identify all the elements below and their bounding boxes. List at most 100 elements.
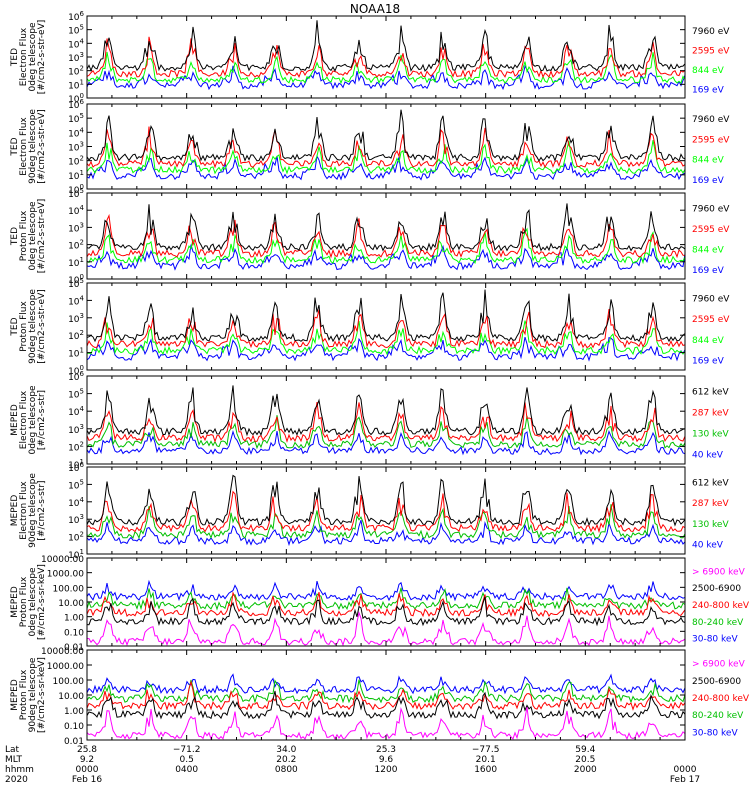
- y-axis-label-line: 0deg telescope: [28, 201, 38, 271]
- legend-entry: 7960 eV: [692, 115, 730, 125]
- series-line-30-80-kev: [87, 579, 685, 602]
- x-axis-value: 20.5: [575, 755, 595, 765]
- y-tick-label: 103: [68, 221, 84, 234]
- y-tick-label: 102: [68, 329, 84, 342]
- x-axis-value: 0400: [175, 765, 198, 775]
- y-tick-label: 104: [68, 126, 84, 139]
- x-axis-value: 1200: [375, 765, 398, 775]
- series-line-80-240-kev: [87, 679, 685, 704]
- legend: > 6900 keV 2500-6900 240-800 keV 80-240 keV…: [692, 660, 750, 739]
- legend: 7960 eV 2595 eV 844 eV 169 eV: [692, 204, 730, 276]
- y-tick-label: 101: [68, 169, 84, 182]
- legend-entry: 844 eV: [692, 66, 725, 76]
- series-line-612-kev: [87, 385, 685, 437]
- panel-6-traces: [87, 474, 685, 547]
- y-tick-label: 1000.00: [47, 570, 84, 580]
- y-axis-label-line: [#/cm2-s-str-eV]: [37, 199, 47, 274]
- series-line-169-ev: [87, 336, 685, 362]
- legend-entry: 130 keV: [692, 520, 729, 530]
- y-axis-label-line: MEPED: [10, 679, 20, 711]
- series-line-130-kev: [87, 504, 685, 540]
- series-line-844-ev: [87, 320, 685, 356]
- y-tick-label: 102: [68, 155, 84, 168]
- y-tick-label: 103: [68, 141, 84, 154]
- y-tick-label: 103: [68, 312, 84, 325]
- legend: 612 keV 287 keV 130 keV 40 keV: [692, 388, 729, 461]
- y-axis-label-line: Electron Flux: [19, 27, 29, 86]
- series-line--6900-kev: [87, 611, 685, 646]
- legend: 7960 eV 2595 eV 844 eV 169 eV: [692, 115, 730, 186]
- y-axis-label-line: [#/cm2-s-str-eV]: [37, 289, 47, 364]
- y-tick-label: 0.01: [64, 643, 84, 653]
- legend-entry: 287 keV: [692, 409, 729, 419]
- legend-entry: 2595 eV: [692, 46, 730, 56]
- y-tick-label: 10.00: [58, 692, 84, 702]
- panel-5-traces: [87, 385, 685, 456]
- x-axis-value: 20.2: [276, 755, 296, 765]
- y-tick-label: 103: [68, 423, 84, 436]
- panel-frame: [86, 649, 686, 741]
- y-tick-label: 1000.00: [47, 662, 84, 672]
- legend-entry: > 6900 keV: [692, 567, 746, 577]
- x-axis-value: Feb 17: [670, 775, 700, 785]
- y-axis-label-line: 90deg telescope: [28, 289, 38, 364]
- series-line-169-ev: [87, 244, 685, 271]
- y-axis-label-line: 0deg telescope: [28, 385, 38, 455]
- panel-frame: [86, 15, 686, 99]
- y-axis-label-line: 90deg telescope: [28, 657, 38, 732]
- panel-1-traces: [87, 20, 685, 91]
- x-axis-value: 2000: [574, 765, 597, 775]
- y-tick-label: 10.00: [58, 599, 84, 609]
- panel-2-traces: [87, 109, 685, 181]
- y-tick-label: 10000.00: [41, 555, 84, 565]
- panel-frame: [86, 282, 686, 371]
- y-tick-label: 105: [68, 478, 84, 491]
- y-axis-label-line: 0deg telescope: [28, 567, 38, 637]
- y-tick-label: 104: [68, 405, 84, 418]
- series-line-240-800-kev: [87, 591, 685, 618]
- x-axis-row-label: MLT: [5, 755, 23, 765]
- y-axis-label-line: MEPED: [10, 404, 20, 436]
- y-axis-label-line: Electron Flux: [19, 481, 29, 540]
- y-tick-label: 102: [68, 239, 84, 252]
- y-tick-label: 100.00: [53, 677, 85, 687]
- x-axis-value: 25.8: [77, 745, 97, 755]
- legend-entry: 169 eV: [692, 357, 725, 367]
- series-line-169-ev: [87, 154, 685, 181]
- series-line-287-kev: [87, 402, 685, 443]
- y-tick-label: 104: [68, 496, 84, 509]
- legend-entry: 612 keV: [692, 478, 729, 488]
- series-line-130-kev: [87, 415, 685, 450]
- x-axis-value: 59.4: [575, 745, 595, 755]
- legend: > 6900 keV 2500-6900 240-800 keV 80-240 keV…: [692, 567, 750, 644]
- y-tick-label: 1.00: [64, 707, 84, 717]
- y-tick-label: 105: [68, 112, 84, 125]
- y-tick-label: 104: [68, 204, 84, 217]
- series-line-287-kev: [87, 490, 685, 534]
- y-axis-label-line: Electron Flux: [19, 390, 29, 449]
- y-tick-label: 102: [68, 531, 84, 544]
- legend-entry: 240-800 keV: [692, 601, 750, 611]
- y-axis-label-line: Proton Flux: [19, 301, 29, 352]
- y-axis-label-line: Proton Flux: [19, 210, 29, 261]
- y-tick-label: 10000.00: [41, 647, 84, 657]
- y-axis-label-line: 90deg telescope: [28, 109, 38, 184]
- y-axis-label-line: 90deg telescope: [28, 473, 38, 548]
- panel-frame: [86, 557, 686, 647]
- series-line-2595-ev: [87, 126, 685, 169]
- y-axis-label-line: Proton Flux: [19, 669, 29, 720]
- legend-entry: 844 eV: [692, 156, 725, 166]
- series-line-40-kev: [87, 520, 685, 547]
- x-axis-value: 0.5: [180, 755, 194, 765]
- legend-entry: 130 keV: [692, 430, 729, 440]
- y-axis-label-line: Electron Flux: [19, 117, 29, 176]
- panel-7: 10000.00 1000.00 100.00 10.00 1.00 0.10 0.01 ME…: [10, 555, 750, 653]
- x-axis-value: −77.5: [472, 745, 500, 755]
